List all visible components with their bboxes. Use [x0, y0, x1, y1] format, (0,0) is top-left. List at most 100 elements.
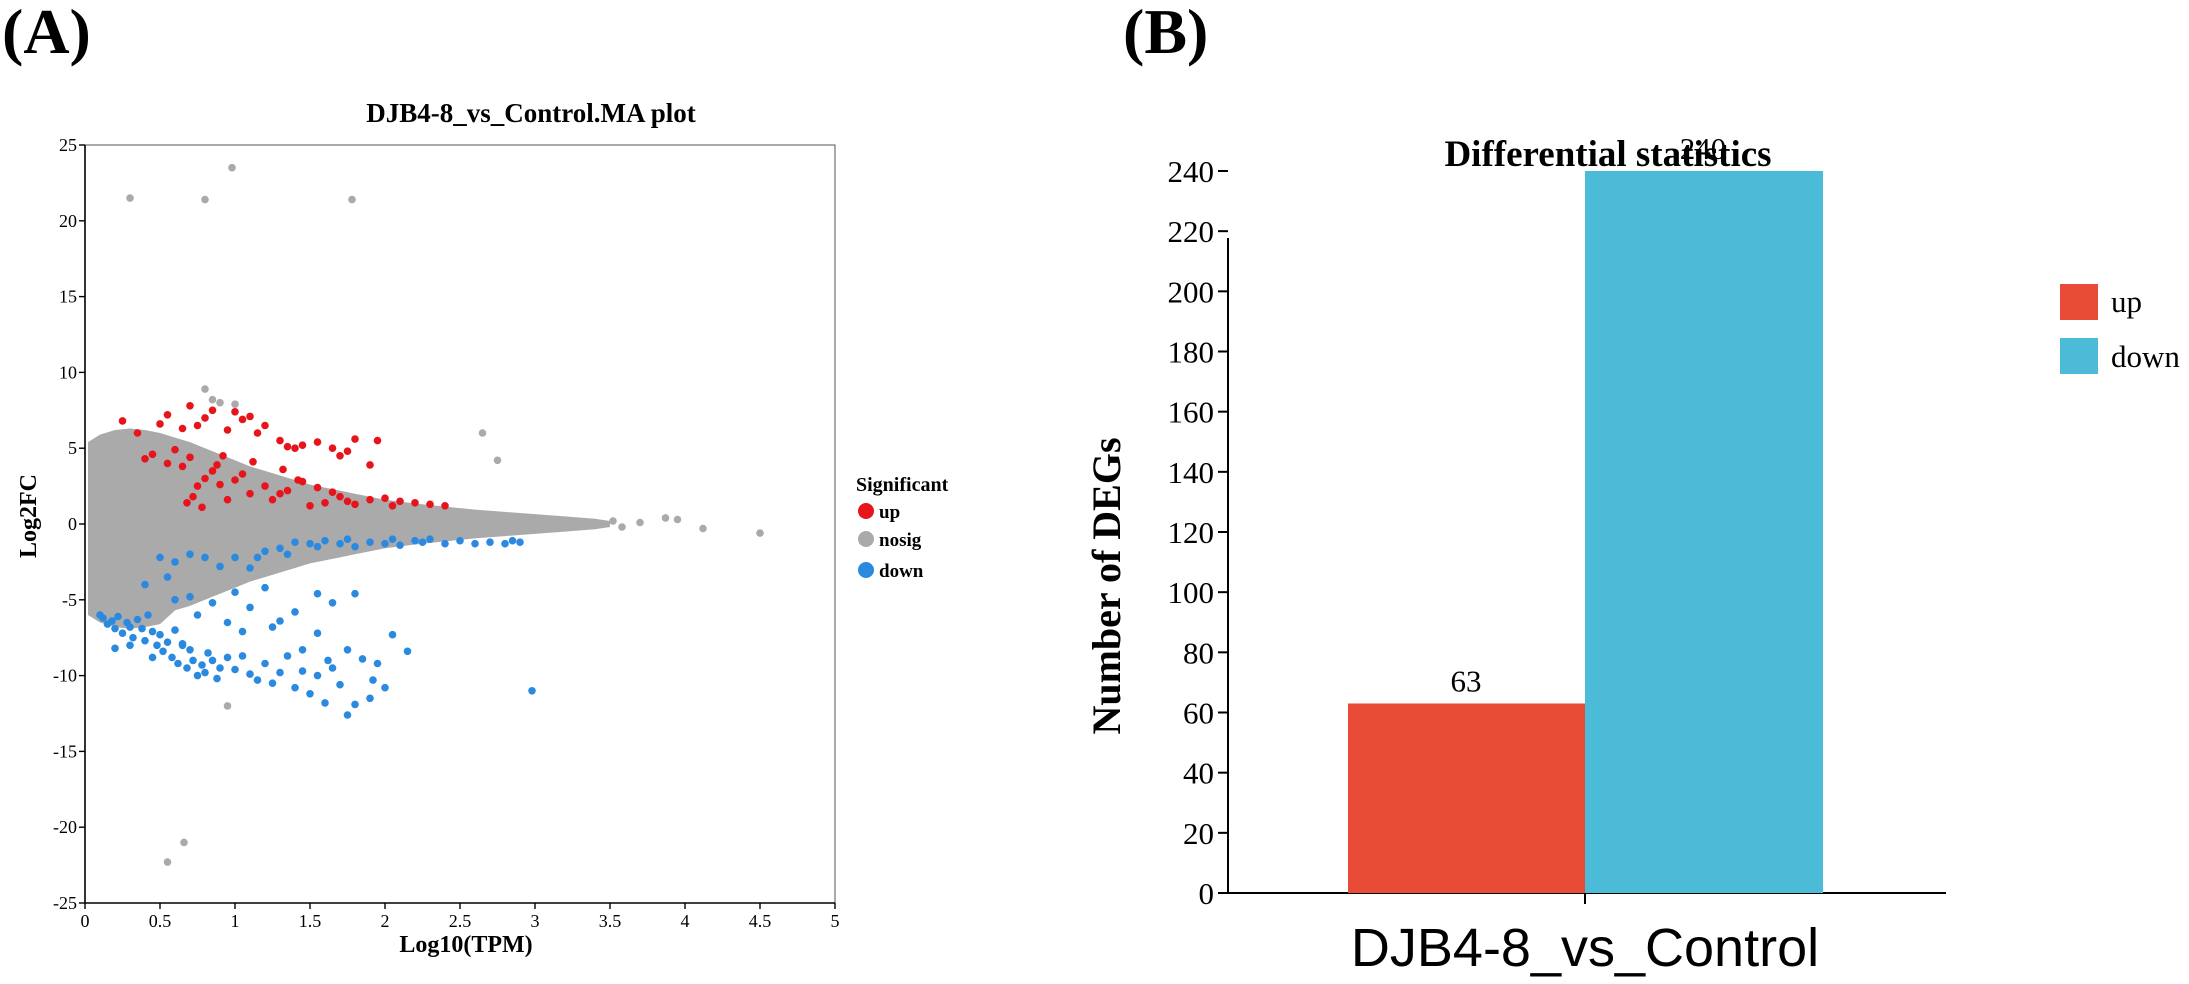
ma-point-down — [298, 646, 307, 654]
ma-point-up — [313, 483, 322, 492]
ma-point-up — [294, 476, 302, 484]
ma-point-down — [313, 589, 322, 598]
bar-legend: up down — [2060, 284, 2180, 374]
ma-point-up — [261, 482, 269, 490]
ma-point-down — [201, 668, 209, 677]
ma-point-down — [99, 614, 107, 622]
ma-point-down — [276, 617, 284, 625]
ma-point-up — [261, 421, 269, 430]
ma-point-down — [231, 553, 239, 562]
ma-point-up — [366, 495, 374, 504]
ma-point-down — [411, 536, 419, 545]
ma-y-tick-label: 0 — [68, 514, 77, 534]
ma-point-up — [183, 499, 191, 507]
ma-point-up — [396, 497, 404, 506]
ma-point-up — [213, 461, 221, 469]
bar-legend-up-label: up — [2111, 284, 2142, 319]
ma-point-down — [313, 542, 322, 551]
ma-point-down — [261, 583, 269, 592]
ma-point-up — [231, 476, 239, 484]
ma-point-up — [246, 489, 254, 498]
ma-point-nosig — [208, 395, 217, 404]
ma-point-nosig — [201, 195, 209, 204]
ma-point-down — [253, 553, 262, 562]
ma-x-tick-label: 0.5 — [149, 911, 172, 931]
ma-y-tick-label: -5 — [62, 590, 77, 610]
ma-point-down — [343, 711, 352, 719]
ma-x-ticks: 0 0.5 1 1.5 2 2.5 3 3.5 4 4.5 5 — [81, 903, 840, 931]
ma-point-down — [343, 646, 352, 654]
ma-point-down — [208, 656, 217, 665]
ma-point-down — [336, 539, 344, 548]
ma-point-down — [163, 638, 172, 646]
ma-point-up — [208, 406, 217, 415]
ma-x-axis-label: Log10(TPM) — [399, 932, 532, 958]
bar-y-axis-label: Number of DEGs — [1084, 437, 1129, 734]
legend-up-marker — [858, 503, 874, 519]
ma-point-up — [381, 494, 389, 503]
bar-y-tick-label: 80 — [1183, 635, 1214, 670]
ma-point-up — [118, 417, 127, 425]
ma-point-up — [336, 492, 344, 501]
ma-point-up — [223, 426, 232, 434]
ma-point-up — [253, 429, 262, 437]
ma-point-nosig — [223, 702, 232, 710]
ma-y-tick-label: -15 — [53, 741, 77, 761]
ma-point-nosig — [180, 838, 188, 847]
ma-point-down — [156, 553, 164, 562]
ma-point-down — [456, 536, 464, 545]
bar-up-value-label: 63 — [1451, 663, 1482, 698]
ma-point-nosig — [348, 195, 356, 204]
bar-y-tick-label: 60 — [1183, 696, 1214, 731]
legend-nosig-marker — [858, 531, 874, 547]
ma-point-down — [138, 624, 146, 633]
bar-y-tick-label: 200 — [1168, 274, 1215, 309]
ma-point-down — [163, 573, 172, 581]
ma-point-down — [366, 694, 374, 703]
ma-nosig-density-cloud — [88, 428, 610, 629]
bar-y-tick-label: 240 — [1168, 154, 1215, 189]
ma-point-down — [213, 674, 221, 683]
ma-point-down — [193, 671, 202, 680]
ma-point-up — [141, 455, 149, 463]
ma-point-down — [306, 690, 314, 698]
bar-chart-title: Differential statistics — [1444, 134, 1771, 175]
ma-point-down — [204, 649, 212, 657]
bar-legend-down-label: down — [2111, 339, 2180, 374]
ma-point-down — [528, 687, 536, 695]
ma-point-down — [246, 603, 254, 612]
ma-point-down — [366, 538, 374, 546]
ma-point-down — [231, 665, 239, 674]
ma-point-down — [351, 542, 359, 551]
ma-point-up — [133, 429, 142, 437]
bar-legend-up-swatch — [2060, 284, 2098, 320]
ma-point-nosig — [126, 194, 134, 202]
ma-x-tick-label: 4.5 — [749, 911, 772, 931]
ma-point-up — [201, 414, 209, 422]
ma-point-down — [268, 623, 277, 631]
ma-point-nosig — [478, 429, 487, 437]
ma-point-down — [171, 596, 179, 604]
ma-point-down — [471, 539, 479, 548]
ma-point-up — [336, 452, 344, 460]
ma-point-down — [381, 683, 389, 692]
ma-point-up — [249, 458, 257, 466]
ma-point-nosig — [673, 515, 682, 524]
ma-point-down — [268, 679, 277, 687]
ma-point-up — [223, 495, 232, 504]
ma-point-nosig — [661, 514, 670, 522]
ma-y-tick-label: 10 — [59, 362, 77, 382]
ma-point-down — [321, 699, 329, 707]
ma-point-down — [108, 617, 116, 625]
bar-down — [1585, 171, 1823, 893]
bar-y-tick-label: 180 — [1168, 335, 1215, 370]
ma-point-down — [313, 629, 322, 637]
ma-point-down — [324, 656, 332, 665]
ma-point-down — [178, 640, 187, 648]
ma-point-down — [133, 615, 142, 624]
ma-point-down — [291, 683, 299, 692]
ma-point-down — [193, 611, 202, 619]
ma-point-down — [156, 630, 164, 639]
ma-y-tick-label: -10 — [53, 666, 77, 686]
ma-point-up — [343, 447, 352, 456]
